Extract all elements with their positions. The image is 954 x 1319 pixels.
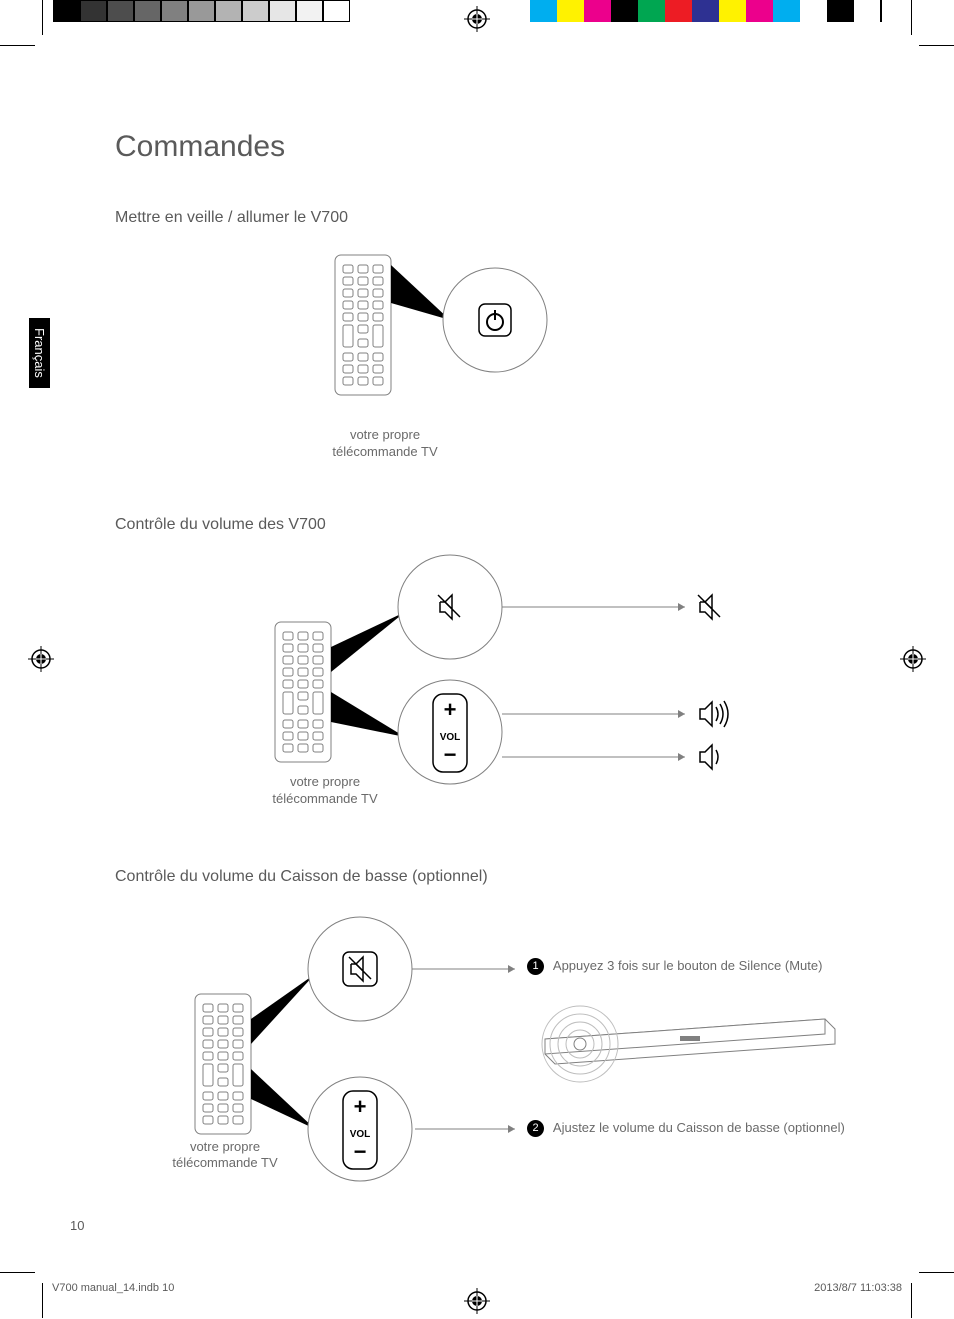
page-content: Commandes Mettre en veille / allumer le … bbox=[115, 130, 895, 1259]
crop-mark bbox=[911, 1283, 912, 1318]
registration-mark-left bbox=[28, 646, 54, 672]
section-heading: Contrôle du volume du Caisson de basse (… bbox=[115, 868, 895, 886]
diagram-standby bbox=[315, 245, 765, 435]
crop-mark bbox=[0, 45, 35, 46]
page-title: Commandes bbox=[115, 130, 895, 164]
remote-caption: votre propre télécommande TV bbox=[310, 427, 460, 461]
svg-text:−: − bbox=[354, 1139, 367, 1164]
section-heading: Contrôle du volume des V700 bbox=[115, 516, 895, 534]
step-text: Ajustez le volume du Caisson de basse (o… bbox=[553, 1120, 845, 1135]
step-number: 2 bbox=[527, 1120, 544, 1137]
remote-caption: votre propre télécommande TV bbox=[150, 1139, 300, 1173]
footer-timestamp: 2013/8/7 11:03:38 bbox=[814, 1282, 902, 1294]
registration-mark-top bbox=[464, 6, 490, 32]
footer: V700 manual_14.indb 10 2013/8/7 11:03:38 bbox=[52, 1282, 902, 1294]
volume-high-icon bbox=[700, 701, 728, 727]
crop-mark bbox=[919, 1272, 954, 1273]
step-number: 1 bbox=[527, 958, 544, 975]
crop-mark bbox=[0, 1272, 35, 1273]
section-subwoofer: Contrôle du volume du Caisson de basse (… bbox=[115, 868, 895, 1204]
section-heading: Mettre en veille / allumer le V700 bbox=[115, 209, 895, 227]
section-standby: Mettre en veille / allumer le V700 bbox=[115, 209, 895, 461]
crop-mark bbox=[42, 1283, 43, 1318]
svg-text:+: + bbox=[444, 697, 457, 722]
remote-caption: votre propre télécommande TV bbox=[250, 774, 400, 808]
step-text: Appuyez 3 fois sur le bouton de Silence … bbox=[553, 958, 823, 973]
page-number: 10 bbox=[70, 1218, 84, 1233]
crop-mark bbox=[911, 0, 912, 35]
step-2: 2 Ajustez le volume du Caisson de basse … bbox=[527, 1120, 867, 1137]
mute-icon bbox=[698, 595, 720, 619]
soundbar-icon bbox=[542, 1006, 835, 1082]
step-1: 1 Appuyez 3 fois sur le bouton de Silenc… bbox=[527, 958, 867, 975]
volume-low-icon bbox=[700, 745, 718, 769]
svg-text:−: − bbox=[444, 742, 457, 767]
registration-mark-right bbox=[900, 646, 926, 672]
crop-mark bbox=[919, 45, 954, 46]
footer-filename: V700 manual_14.indb 10 bbox=[52, 1282, 174, 1294]
diagram-volume: + VOL − bbox=[255, 552, 835, 812]
svg-text:+: + bbox=[354, 1094, 367, 1119]
section-volume: Contrôle du volume des V700 bbox=[115, 516, 895, 808]
language-tab: Français bbox=[29, 318, 50, 388]
crop-mark bbox=[42, 0, 43, 35]
